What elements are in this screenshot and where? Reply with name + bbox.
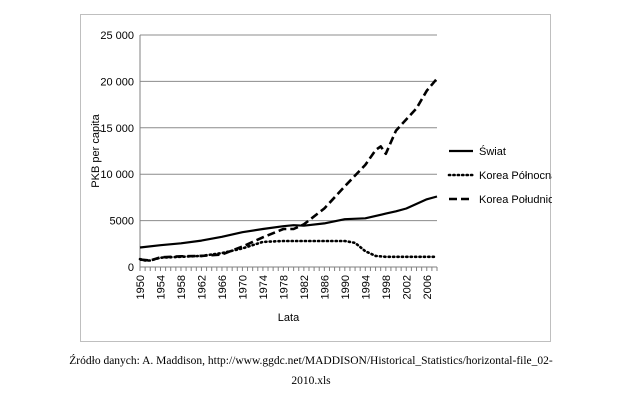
x-tick-label: 1982 xyxy=(299,275,311,299)
x-tick-label: 1962 xyxy=(196,275,208,299)
y-tick-label: 0 xyxy=(128,262,134,274)
x-tick-label: 2006 xyxy=(422,275,434,299)
source-note-line-1: Źródło danych: A. Maddison, http://www.g… xyxy=(69,355,553,367)
y-tick-label: 25 000 xyxy=(100,30,134,42)
x-tick-label: 1954 xyxy=(155,275,167,299)
y-tick-label: 15 000 xyxy=(100,123,134,135)
source-note: Źródło danych: A. Maddison, http://www.g… xyxy=(0,351,622,391)
series-line-swiat xyxy=(139,195,438,249)
x-tick-label: 1994 xyxy=(360,275,372,299)
x-tick-label: 1998 xyxy=(381,275,393,299)
x-tick-label: 1978 xyxy=(278,275,290,299)
line-chart: 0 5000 10 000 15 000 20 000 25 000 1950 1954 195… xyxy=(90,30,552,324)
x-tick-label: 1970 xyxy=(237,275,249,299)
x-tick-label: 1950 xyxy=(135,275,147,299)
y-tick-label: 5000 xyxy=(110,216,134,228)
legend-label-korea-polnocna: Korea Północna xyxy=(479,170,552,182)
x-tick-label: 2002 xyxy=(401,275,413,299)
x-tick-label: 1990 xyxy=(340,275,352,299)
series-line-korea-poludniowa xyxy=(139,77,438,262)
y-axis-title: PKB per capita xyxy=(90,113,102,187)
chart-container: 0 5000 10 000 15 000 20 000 25 000 1950 1954 195… xyxy=(80,14,552,342)
legend-label-swiat: Świat xyxy=(479,145,506,158)
x-tick-label: 1958 xyxy=(176,275,188,299)
y-tick-label: 10 000 xyxy=(100,169,134,181)
x-tick-label: 1974 xyxy=(258,275,270,299)
source-note-line-2: 2010.xls xyxy=(291,375,331,387)
x-tick-label: 1966 xyxy=(217,275,229,299)
x-tick-label: 1986 xyxy=(319,275,331,299)
y-tick-label: 20 000 xyxy=(100,76,134,88)
x-axis-title: Lata xyxy=(278,312,300,324)
legend-label-korea-poludniowa: Korea Południowa xyxy=(479,194,552,206)
